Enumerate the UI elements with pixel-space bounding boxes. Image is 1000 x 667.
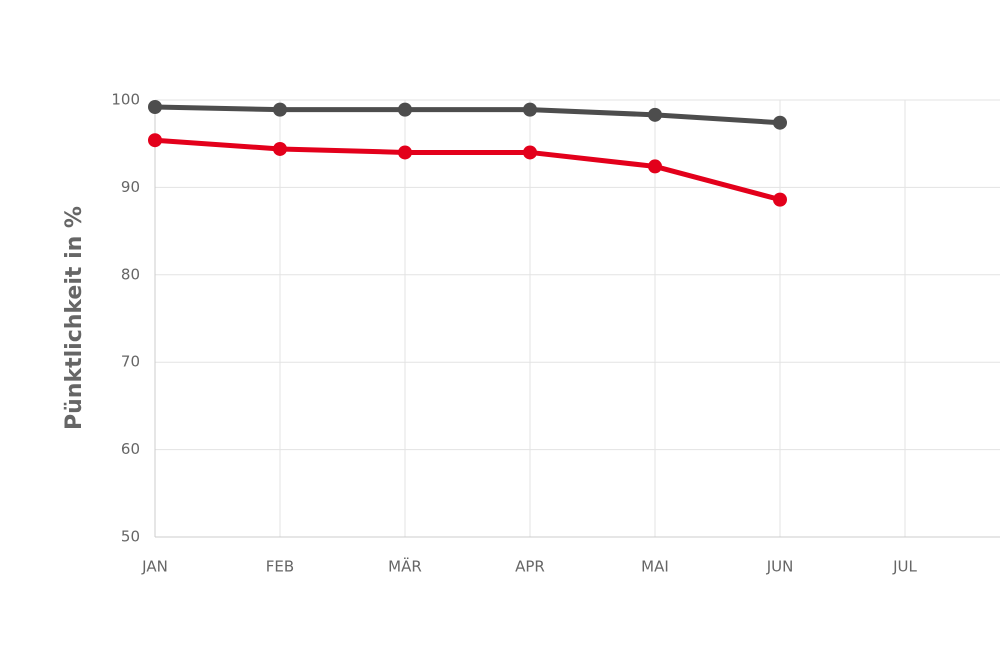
y-axis-label: Pünktlichkeit in % [62, 206, 87, 430]
y-tick-label: 90 [121, 178, 140, 196]
x-tick-label: FEB [266, 558, 294, 576]
x-tick-label: APR [515, 558, 545, 576]
y-tick-label: 70 [121, 353, 140, 371]
y-tick-label: 50 [121, 528, 140, 546]
series-line [154, 137, 781, 203]
data-point [398, 145, 412, 160]
data-point [273, 102, 287, 117]
data-point [523, 145, 537, 160]
x-tick-label: JAN [141, 558, 168, 576]
series-line [154, 104, 781, 126]
x-tick-label: JUL [892, 558, 917, 576]
data-point [148, 99, 162, 114]
y-tick-label: 80 [121, 265, 140, 283]
data-point [523, 102, 537, 117]
data-point [273, 141, 287, 156]
data-point [773, 192, 787, 207]
data-point [648, 107, 662, 122]
x-tick-label: MAI [641, 558, 669, 576]
x-tick-label: JUN [766, 558, 794, 576]
data-point [148, 133, 162, 148]
y-tick-label: 100 [111, 91, 140, 109]
x-tick-label: MÄR [388, 557, 422, 576]
y-tick-label: 60 [121, 440, 140, 458]
data-point [773, 115, 787, 130]
data-point [648, 159, 662, 174]
data-point [398, 102, 412, 117]
